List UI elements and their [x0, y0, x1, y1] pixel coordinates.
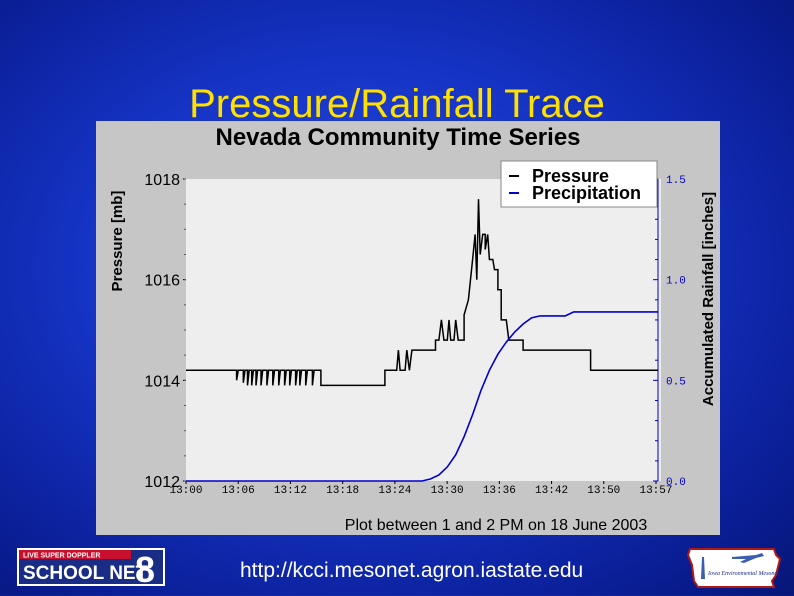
y-right-tick-label: 1.5: [666, 175, 686, 187]
series-line-precipitation: [186, 311, 658, 482]
x-axis-label: Plot between 1 and 2 PM on 18 June 2003: [345, 517, 648, 534]
y-right-tick-label: 0.5: [666, 376, 686, 388]
tower-icon: [701, 557, 705, 579]
y-right-tick-label: 0.0: [666, 477, 686, 489]
y-left-axis-label: Pressure [mb]: [109, 191, 126, 292]
legend: Pressure Precipitation: [500, 160, 658, 208]
series-layer: [186, 199, 658, 482]
series-line-pressure: [186, 199, 658, 387]
chart-title: Nevada Community Time Series: [215, 124, 580, 151]
x-tick-label: 13:50: [587, 485, 620, 497]
x-tick-label: 13:06: [222, 485, 255, 497]
school-net-logo: LIVE SUPER DOPPLER SCHOOL NET 8: [17, 548, 165, 590]
y-right-tick-label: 1.0: [666, 276, 686, 288]
school-net-logo-top-text: LIVE SUPER DOPPLER: [23, 553, 100, 560]
x-tick-label: 13:42: [535, 485, 568, 497]
y-left-tick-label: 1014: [144, 373, 180, 390]
iowa-mesonet-logo-text: Iowa Environmental Mesonet: [707, 571, 779, 577]
chart-svg: Nevada Community Time Series Pressure [m…: [109, 124, 717, 534]
slide-title: Pressure/Rainfall Trace: [189, 82, 605, 126]
legend-precipitation-label: Precipitation: [532, 183, 641, 203]
y-left-tick-label: 1018: [144, 172, 180, 189]
x-tick-label: 13:00: [169, 485, 202, 497]
x-tick-label: 13:30: [431, 485, 464, 497]
x-tick-label: 13:57: [639, 485, 672, 497]
y-right-axis-label: Accumulated Rainfall [inches]: [700, 192, 717, 406]
footer-url[interactable]: http://kcci.mesonet.agron.iastate.edu: [240, 559, 584, 582]
x-tick-label: 13:36: [483, 485, 516, 497]
legend-pressure-label: Pressure: [532, 166, 609, 186]
plot-area: [186, 179, 661, 481]
x-tick-label: 13:12: [274, 485, 307, 497]
iowa-mesonet-logo: Iowa Environmental Mesonet: [686, 545, 782, 591]
x-tick-label: 13:18: [326, 485, 359, 497]
y-left-tick-label: 1012: [144, 474, 180, 491]
ticks-layer: 1012 1014 1016 1018 0.0 0.5 1.0 1.5 13:00 13:06 13…: [144, 172, 685, 497]
y-left-tick-label: 1016: [144, 273, 180, 290]
airplane-icon: [732, 553, 764, 563]
chart-panel: Nevada Community Time Series Pressure [m…: [96, 121, 720, 535]
school-net-logo-main-text: SCHOOL NET: [23, 563, 148, 584]
x-tick-label: 13:24: [378, 485, 411, 497]
school-net-logo-number: 8: [135, 549, 155, 586]
legend-box: [500, 160, 658, 208]
